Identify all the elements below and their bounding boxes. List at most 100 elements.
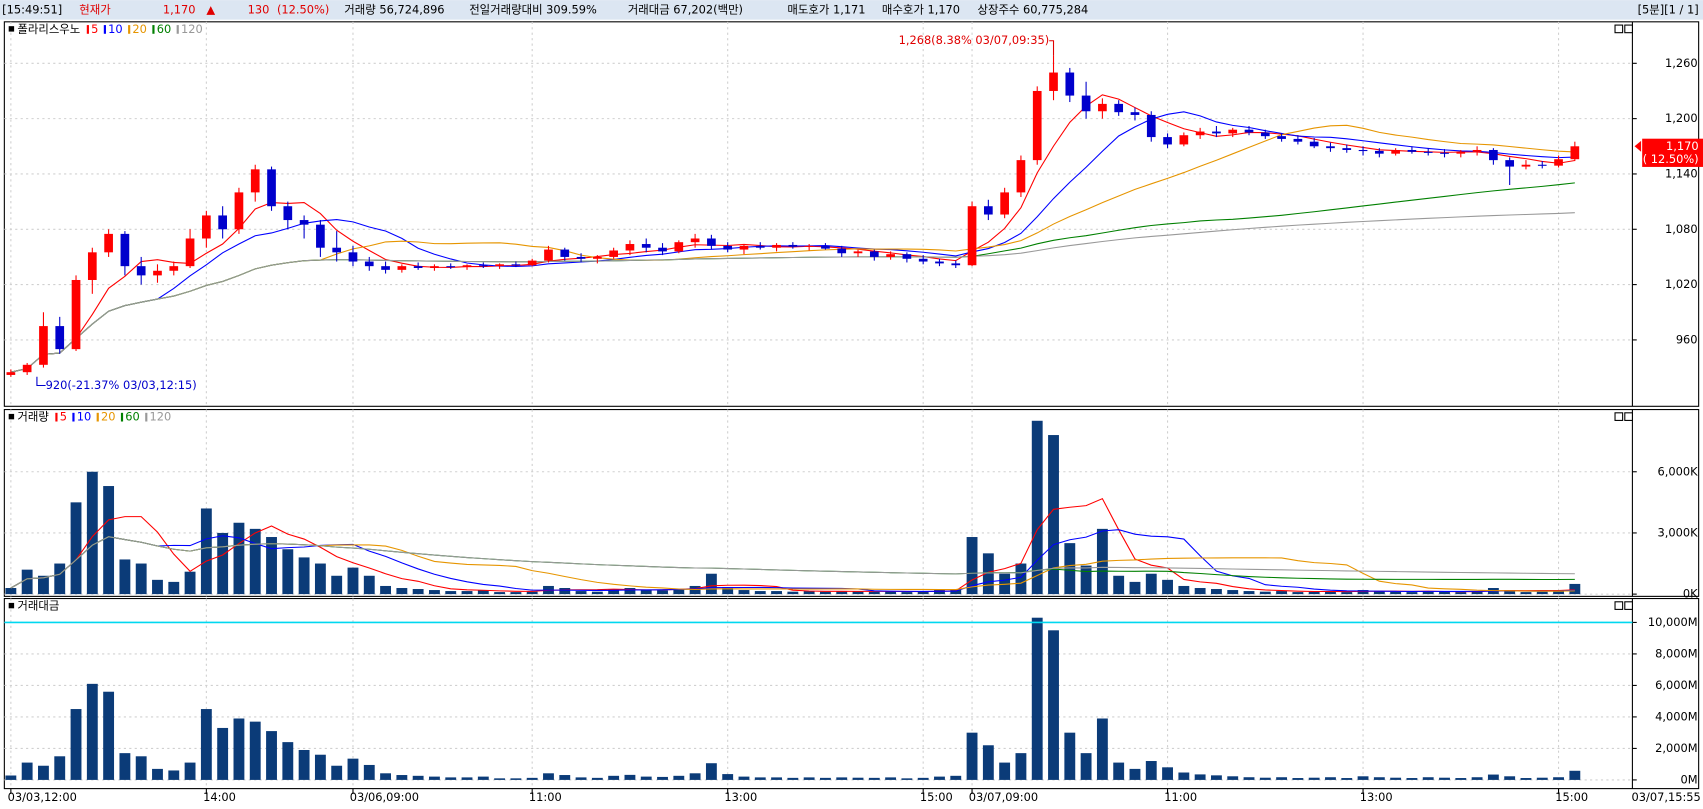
candle-body <box>625 244 635 251</box>
bar <box>70 502 82 595</box>
legend-entry: 20 <box>101 410 116 424</box>
bar <box>103 691 115 780</box>
legend-swatch <box>145 412 148 422</box>
bar <box>689 773 701 780</box>
bar <box>363 575 375 595</box>
pane-close[interactable] <box>1624 24 1633 34</box>
bar <box>1422 591 1434 595</box>
bar <box>1292 592 1304 595</box>
bar <box>771 591 782 595</box>
candle-body <box>446 266 456 268</box>
bar <box>1210 589 1222 595</box>
bar <box>70 709 82 780</box>
bar <box>168 581 180 595</box>
legend-swatch <box>128 25 131 34</box>
candle-body <box>951 263 961 266</box>
candle-body <box>283 206 293 221</box>
candle-body <box>234 192 244 230</box>
bar <box>868 777 880 780</box>
candle-body <box>1505 160 1515 167</box>
bar <box>54 756 66 780</box>
bar <box>1308 591 1320 595</box>
candle-body <box>1342 148 1352 150</box>
low-annotation: 920(-21.37% 03/03,12:15) <box>46 378 197 392</box>
bar <box>738 590 750 595</box>
bar <box>754 591 766 595</box>
candle-body <box>1554 159 1563 166</box>
bar <box>657 776 668 780</box>
bar <box>298 557 310 595</box>
bar <box>1276 777 1288 780</box>
bar <box>640 590 652 595</box>
bar <box>461 591 473 595</box>
pane-button[interactable] <box>1614 412 1624 421</box>
pane-icon <box>8 602 15 609</box>
bar <box>5 775 17 780</box>
candle-body <box>120 233 130 267</box>
bar <box>103 486 115 595</box>
bar <box>217 532 229 595</box>
bar <box>1129 581 1141 595</box>
period[interactable]: [5분][1 / 1] <box>1638 2 1699 16</box>
bar <box>966 732 978 780</box>
low-pointer <box>36 376 46 387</box>
bar <box>1504 590 1516 595</box>
moving-average <box>10 529 1575 592</box>
candle-body <box>316 224 325 248</box>
bar <box>1406 778 1418 780</box>
candle-body <box>1114 103 1124 113</box>
bar <box>771 777 782 780</box>
bar <box>1325 777 1336 780</box>
bid: 매수호가 1,170 <box>882 2 960 16</box>
clock: [15:49:51] <box>2 2 62 16</box>
candle-body <box>1570 146 1580 160</box>
bar <box>1553 591 1564 595</box>
candle-body <box>1309 141 1319 147</box>
bar <box>868 591 880 595</box>
bar <box>21 569 33 595</box>
candle-body <box>1163 137 1172 145</box>
pane-close[interactable] <box>1624 601 1633 610</box>
pane-title: 거래대금 <box>17 599 59 613</box>
candle-body <box>918 258 928 262</box>
bar <box>477 776 489 780</box>
candle-body <box>348 252 358 262</box>
bar <box>1096 718 1108 780</box>
bar <box>1308 777 1320 780</box>
bar <box>1455 592 1467 595</box>
candle-body <box>250 169 260 193</box>
bar <box>282 742 294 780</box>
bar <box>917 777 929 780</box>
bar <box>673 589 685 595</box>
candle-body <box>87 252 97 280</box>
candle-body <box>202 215 211 239</box>
candle-body <box>707 238 716 246</box>
x-tick-label: 15:00 <box>1555 790 1588 804</box>
bar <box>168 770 180 780</box>
y-tick-label: 8,000M <box>1655 646 1697 660</box>
turnover: 거래대금 67,202(백만) <box>628 2 743 16</box>
candle-body <box>1098 103 1107 112</box>
pane-button[interactable] <box>1614 24 1624 34</box>
y-tick-label: 1,140 <box>1665 166 1698 180</box>
moving-average <box>10 212 1575 373</box>
pane-button[interactable] <box>1614 601 1624 610</box>
candle-body <box>658 247 667 252</box>
bar <box>999 762 1011 780</box>
bar <box>1227 776 1239 780</box>
bar <box>1064 732 1076 780</box>
y-tick-label: 1,080 <box>1665 222 1698 236</box>
bar <box>233 522 245 595</box>
bar <box>1422 777 1434 780</box>
pane-title: 폴라리스우노 <box>17 22 80 36</box>
pane-close[interactable] <box>1624 412 1633 421</box>
pane-icon <box>8 26 15 32</box>
candle-body <box>1537 164 1547 166</box>
candle-body <box>1130 112 1140 115</box>
x-tick-label: 13:00 <box>1360 790 1393 804</box>
candle-body <box>55 326 65 350</box>
bar <box>1162 579 1173 595</box>
y-tick-label: 0K <box>1683 587 1698 601</box>
